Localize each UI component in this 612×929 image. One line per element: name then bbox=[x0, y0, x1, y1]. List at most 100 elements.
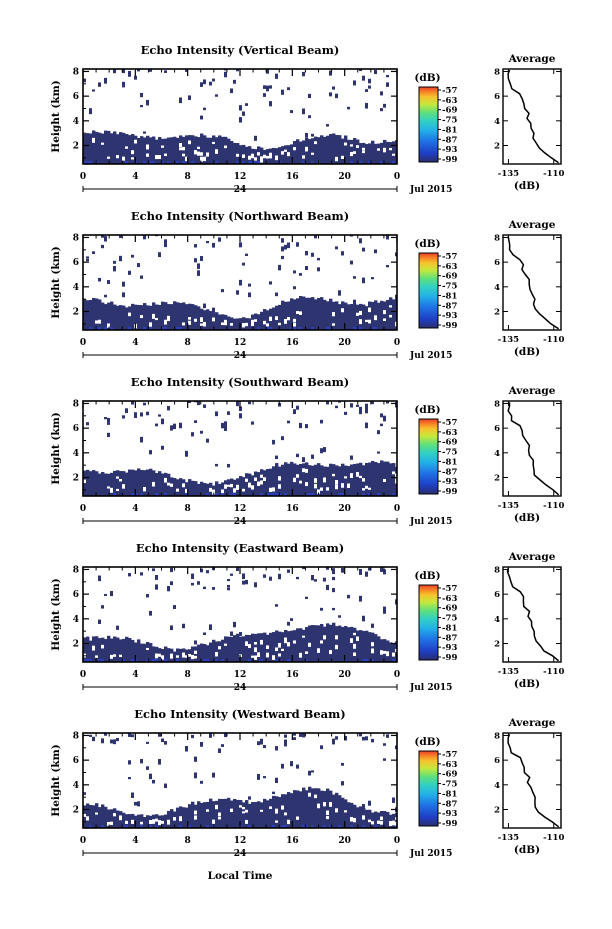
echo-gap-cell bbox=[374, 315, 378, 321]
echo-gap-cell bbox=[377, 148, 381, 151]
echo-layer-column bbox=[338, 304, 342, 330]
echo-gap-cell bbox=[389, 314, 393, 318]
echo-gap-cell bbox=[110, 487, 114, 493]
echo-speck bbox=[158, 414, 161, 417]
echo-layer-column bbox=[209, 137, 213, 164]
echo-layer-column bbox=[137, 639, 141, 662]
echo-gap-cell bbox=[335, 479, 339, 485]
echo-speck bbox=[218, 237, 221, 242]
profile-x-tick-label: -135 bbox=[498, 833, 519, 843]
echo-speck bbox=[89, 734, 92, 737]
colorbar-tick-label: -63 bbox=[442, 428, 457, 438]
profile-title: Average bbox=[508, 219, 556, 231]
echo-gap-cell bbox=[122, 156, 126, 161]
echo-strong-cell bbox=[122, 659, 126, 662]
echo-speck bbox=[281, 255, 284, 260]
profile-y-tick-label: 8 bbox=[494, 233, 500, 243]
echo-layer-column bbox=[377, 636, 381, 662]
echo-speck bbox=[386, 401, 389, 404]
colorbar-tick-label: -75 bbox=[442, 448, 457, 458]
echo-speck bbox=[362, 736, 365, 741]
echo-layer-column bbox=[299, 463, 303, 496]
echo-speck bbox=[368, 78, 371, 84]
echo-layer-column bbox=[149, 305, 153, 330]
echo-gap-cell bbox=[146, 144, 150, 150]
echo-layer-column bbox=[260, 311, 264, 330]
echo-layer-column bbox=[173, 478, 177, 496]
echo-layer-column bbox=[302, 787, 306, 828]
echo-layer-column bbox=[104, 130, 108, 164]
profile-y-tick-label: 2 bbox=[494, 141, 500, 151]
echo-layer-column bbox=[116, 637, 120, 662]
echo-layer-column bbox=[212, 313, 216, 330]
profile-y-tick-label: 6 bbox=[494, 424, 500, 434]
echo-strong-cell bbox=[353, 327, 357, 330]
panel-title: Echo Intensity (Southward Beam) bbox=[131, 375, 349, 389]
echo-speck bbox=[302, 71, 305, 77]
echo-layer-column bbox=[236, 633, 240, 662]
echo-layer-column bbox=[101, 302, 105, 330]
echo-gap-cell bbox=[215, 804, 219, 810]
echo-gap-cell bbox=[236, 484, 240, 488]
echo-speck bbox=[275, 746, 278, 751]
echo-strong-cell bbox=[329, 825, 333, 828]
echo-gap-cell bbox=[170, 483, 174, 487]
echo-gap-cell bbox=[242, 806, 246, 810]
echo-speck bbox=[371, 623, 374, 628]
echo-layer-column bbox=[341, 463, 345, 496]
echo-gap-cell bbox=[182, 652, 186, 658]
echo-layer-column bbox=[164, 472, 168, 496]
date-label: Jul 2015 bbox=[409, 185, 452, 195]
echo-layer-column bbox=[212, 639, 216, 662]
echo-layer-column bbox=[89, 133, 93, 164]
echo-speck bbox=[377, 451, 380, 454]
x-tick-label: 8 bbox=[185, 338, 191, 348]
echo-strong-cell bbox=[167, 161, 171, 164]
echo-layer-column bbox=[92, 805, 96, 828]
echo-speck bbox=[365, 102, 368, 109]
echo-strong-cell bbox=[260, 493, 264, 496]
echo-gap-cell bbox=[131, 150, 135, 155]
echo-speck bbox=[395, 745, 397, 750]
echo-layer-column bbox=[194, 646, 198, 662]
echo-speck bbox=[116, 737, 119, 742]
echo-layer-column bbox=[134, 642, 138, 662]
echo-layer-column bbox=[293, 141, 297, 164]
echo-speck bbox=[215, 463, 218, 467]
echo-layer-column bbox=[272, 307, 276, 330]
echo-layer-column bbox=[317, 625, 321, 662]
echo-layer-column bbox=[386, 811, 390, 828]
echo-layer-column bbox=[239, 318, 243, 330]
echo-strong-cell bbox=[368, 493, 372, 496]
echo-layer-column bbox=[227, 138, 231, 164]
echo-layer-column bbox=[182, 136, 186, 164]
echo-strong-cell bbox=[311, 493, 315, 496]
profile-x-tick-label: -110 bbox=[543, 833, 564, 843]
echo-layer-column bbox=[374, 461, 378, 496]
x-tick-label: 12 bbox=[234, 504, 247, 514]
echo-speck bbox=[266, 85, 269, 92]
echo-layer-column bbox=[188, 303, 192, 330]
echo-layer-column bbox=[284, 794, 288, 828]
echo-speck bbox=[86, 422, 89, 426]
echo-gap-cell bbox=[260, 480, 264, 485]
echo-speck bbox=[362, 75, 365, 81]
echo-layer-column bbox=[305, 790, 309, 828]
echo-speck bbox=[380, 108, 383, 112]
y-axis-label: Height (km) bbox=[50, 412, 62, 484]
echo-gap-cell bbox=[275, 647, 279, 652]
echo-layer-column bbox=[353, 138, 357, 164]
echo-speck bbox=[197, 581, 200, 585]
echo-strong-cell bbox=[176, 327, 180, 330]
echo-gap-cell bbox=[200, 323, 204, 326]
echo-layer-column bbox=[263, 798, 267, 828]
echo-layer-column bbox=[290, 298, 294, 330]
echo-gap-cell bbox=[302, 468, 306, 473]
echo-gap-cell bbox=[362, 815, 366, 820]
echo-speck bbox=[227, 411, 230, 415]
echo-strong-cell bbox=[254, 161, 258, 164]
echo-speck bbox=[365, 407, 368, 414]
echo-speck bbox=[146, 411, 149, 416]
echo-layer-column bbox=[173, 136, 177, 164]
echo-layer-column bbox=[302, 463, 306, 496]
